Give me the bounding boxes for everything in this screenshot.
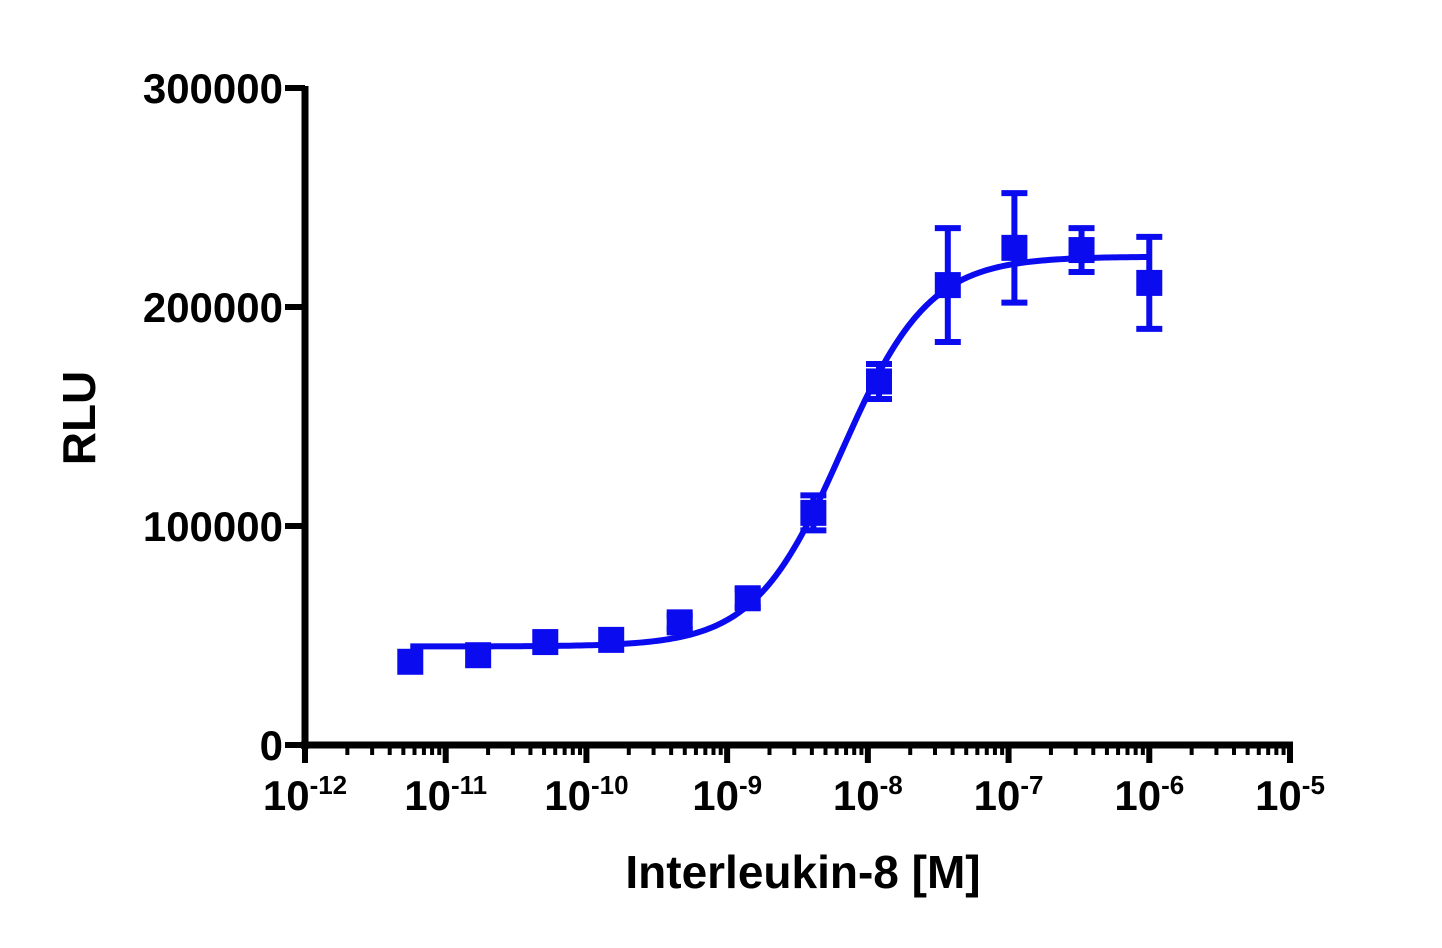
x-tick-label: 10-12	[263, 770, 347, 819]
x-tick-label: 10-10	[544, 770, 628, 819]
x-axis: 10-12 10-11 10-10 10-9 10-8 10-7 10-6 10-5	[263, 741, 1325, 819]
data-point	[465, 642, 492, 669]
x-tick-label: 10-6	[1114, 770, 1184, 819]
data-point-layer	[397, 234, 1163, 675]
x-tick-label: 10-7	[974, 770, 1044, 819]
data-point	[934, 272, 961, 299]
data-point	[1068, 237, 1095, 264]
data-point	[865, 368, 892, 395]
fit-curve	[410, 253, 1150, 650]
y-axis-title: RLU	[53, 371, 105, 466]
data-point	[666, 609, 693, 636]
data-point	[532, 629, 559, 656]
data-point	[1001, 234, 1028, 261]
y-axis: 0 100000 200000 300000	[143, 65, 309, 769]
y-tick-label: 100000	[143, 503, 283, 550]
y-tick-label: 200000	[143, 284, 283, 331]
y-tick-label: 0	[260, 722, 283, 769]
x-axis-title: Interleukin-8 [M]	[625, 846, 980, 898]
data-point	[1136, 269, 1163, 296]
x-tick-label: 10-5	[1255, 770, 1325, 819]
fit-curve-layer	[410, 253, 1150, 650]
data-point	[734, 585, 761, 612]
x-tick-label: 10-8	[833, 770, 903, 819]
data-point	[397, 648, 424, 675]
data-point	[800, 499, 827, 526]
x-tick-label: 10-9	[692, 770, 762, 819]
y-tick-label: 300000	[143, 65, 283, 112]
data-point	[598, 626, 625, 653]
x-tick-label: 10-11	[404, 770, 487, 819]
